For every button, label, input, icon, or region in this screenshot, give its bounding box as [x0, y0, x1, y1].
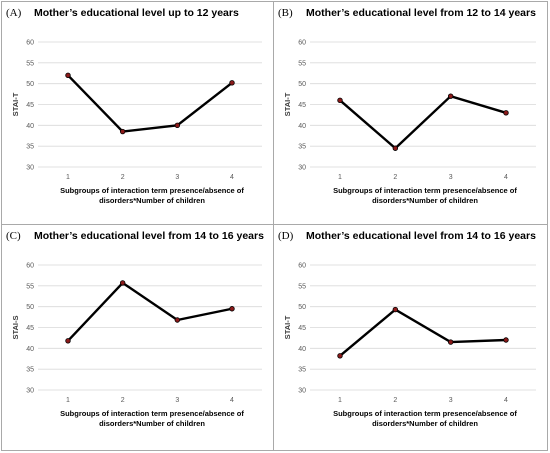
x-tick-label: 1 — [338, 174, 342, 181]
x-tick-label: 2 — [121, 397, 125, 404]
series-line — [67, 281, 233, 342]
x-tick-label: 3 — [449, 397, 453, 404]
data-point — [65, 338, 71, 344]
y-tick-label: 55 — [26, 60, 34, 67]
x-tick-label: 4 — [504, 397, 508, 404]
data-point — [503, 337, 509, 343]
y-tick-label: 35 — [26, 367, 34, 374]
y-tick-label: 40 — [298, 346, 306, 353]
y-tick-label: 30 — [26, 388, 34, 395]
x-tick-label: 4 — [230, 397, 234, 404]
y-tick-label: 45 — [26, 102, 34, 109]
x-axis-label-line: Subgroups of interaction term presence/a… — [333, 409, 517, 418]
data-point — [447, 339, 454, 345]
chart-title: Mother’s educational level from 14 to 16… — [306, 230, 536, 242]
data-point — [229, 306, 235, 312]
y-tick-label: 35 — [298, 144, 306, 151]
x-tick-label: 1 — [66, 397, 70, 404]
x-axis-label-line: Subgroups of interaction term presence/a… — [60, 186, 244, 195]
chart-panel-a: (A) Mother’s educational level up to 12 y… — [6, 7, 262, 205]
data-point — [119, 280, 126, 286]
y-tick-label: 30 — [298, 165, 306, 172]
data-point — [503, 110, 509, 116]
y-tick-label: 50 — [26, 304, 34, 311]
data-point — [229, 80, 235, 86]
y-tick-label: 45 — [298, 325, 306, 332]
y-tick-label: 50 — [298, 81, 306, 88]
data-point — [337, 97, 343, 104]
panel-label: (C) — [6, 230, 21, 242]
y-tick-label: 40 — [26, 123, 34, 130]
y-tick-label: 40 — [298, 123, 306, 130]
data-point — [65, 72, 71, 79]
x-tick-label: 4 — [504, 174, 508, 181]
x-axis-label-line: Subgroups of interaction term presence/a… — [333, 186, 517, 195]
y-tick-label: 50 — [26, 81, 34, 88]
x-tick-label: 2 — [393, 397, 397, 404]
x-axis-label-line: disorders*Number of children — [99, 196, 205, 205]
panel-label: (D) — [278, 230, 294, 242]
y-tick-label: 60 — [26, 263, 34, 270]
x-axis-label-line: disorders*Number of children — [99, 419, 205, 428]
data-point — [119, 128, 126, 135]
y-tick-label: 55 — [298, 283, 306, 290]
panel-label: (A) — [6, 7, 22, 19]
y-axis-label: STAI-T — [283, 315, 292, 339]
data-point — [392, 145, 399, 151]
x-tick-label: 4 — [230, 174, 234, 181]
chart-panel-d: (D) Mother’s educational level from 14 to… — [278, 230, 536, 428]
y-tick-label: 60 — [298, 263, 306, 270]
chart-panel-b: (B) Mother’s educational level from 12 to… — [278, 7, 536, 205]
x-tick-label: 2 — [393, 174, 397, 181]
data-point — [174, 317, 181, 323]
y-tick-label: 45 — [298, 102, 306, 109]
data-point — [174, 122, 181, 129]
y-axis-label: STAI-S — [11, 315, 20, 339]
y-axis-label: STAI-T — [283, 92, 292, 116]
chart-title: Mother’s educational level up to 12 year… — [34, 7, 239, 19]
y-tick-label: 30 — [26, 165, 34, 172]
y-tick-label: 60 — [26, 40, 34, 47]
y-tick-label: 35 — [26, 144, 34, 151]
data-point — [337, 353, 343, 359]
y-tick-label: 30 — [298, 388, 306, 395]
y-tick-label: 45 — [26, 325, 34, 332]
y-tick-label: 50 — [298, 304, 306, 311]
chart-title: Mother’s educational level from 14 to 16… — [34, 230, 264, 242]
chart-panel-c: (C) Mother’s educational level from 14 to… — [6, 230, 264, 428]
x-tick-label: 3 — [175, 174, 179, 181]
data-point — [392, 306, 399, 313]
x-axis-label-line: Subgroups of interaction term presence/a… — [60, 409, 244, 418]
x-tick-label: 3 — [449, 174, 453, 181]
y-tick-label: 35 — [298, 367, 306, 374]
x-tick-label: 3 — [175, 397, 179, 404]
panel-divider-horizontal — [2, 224, 547, 225]
y-tick-label: 55 — [298, 60, 306, 67]
series-line — [339, 308, 507, 357]
y-tick-label: 40 — [26, 346, 34, 353]
panel-divider-vertical — [273, 2, 274, 450]
series-line — [67, 74, 233, 133]
y-tick-label: 60 — [298, 40, 306, 47]
data-point — [447, 93, 454, 99]
chart-title: Mother’s educational level from 12 to 14… — [306, 7, 536, 19]
x-tick-label: 1 — [66, 174, 70, 181]
x-axis-label-line: disorders*Number of children — [372, 419, 478, 428]
x-axis-label-line: disorders*Number of children — [372, 196, 478, 205]
y-tick-label: 55 — [26, 283, 34, 290]
series-line — [339, 94, 507, 150]
panel-label: (B) — [278, 7, 293, 19]
x-tick-label: 1 — [338, 397, 342, 404]
y-axis-label: STAI-T — [11, 92, 20, 116]
x-tick-label: 2 — [121, 174, 125, 181]
